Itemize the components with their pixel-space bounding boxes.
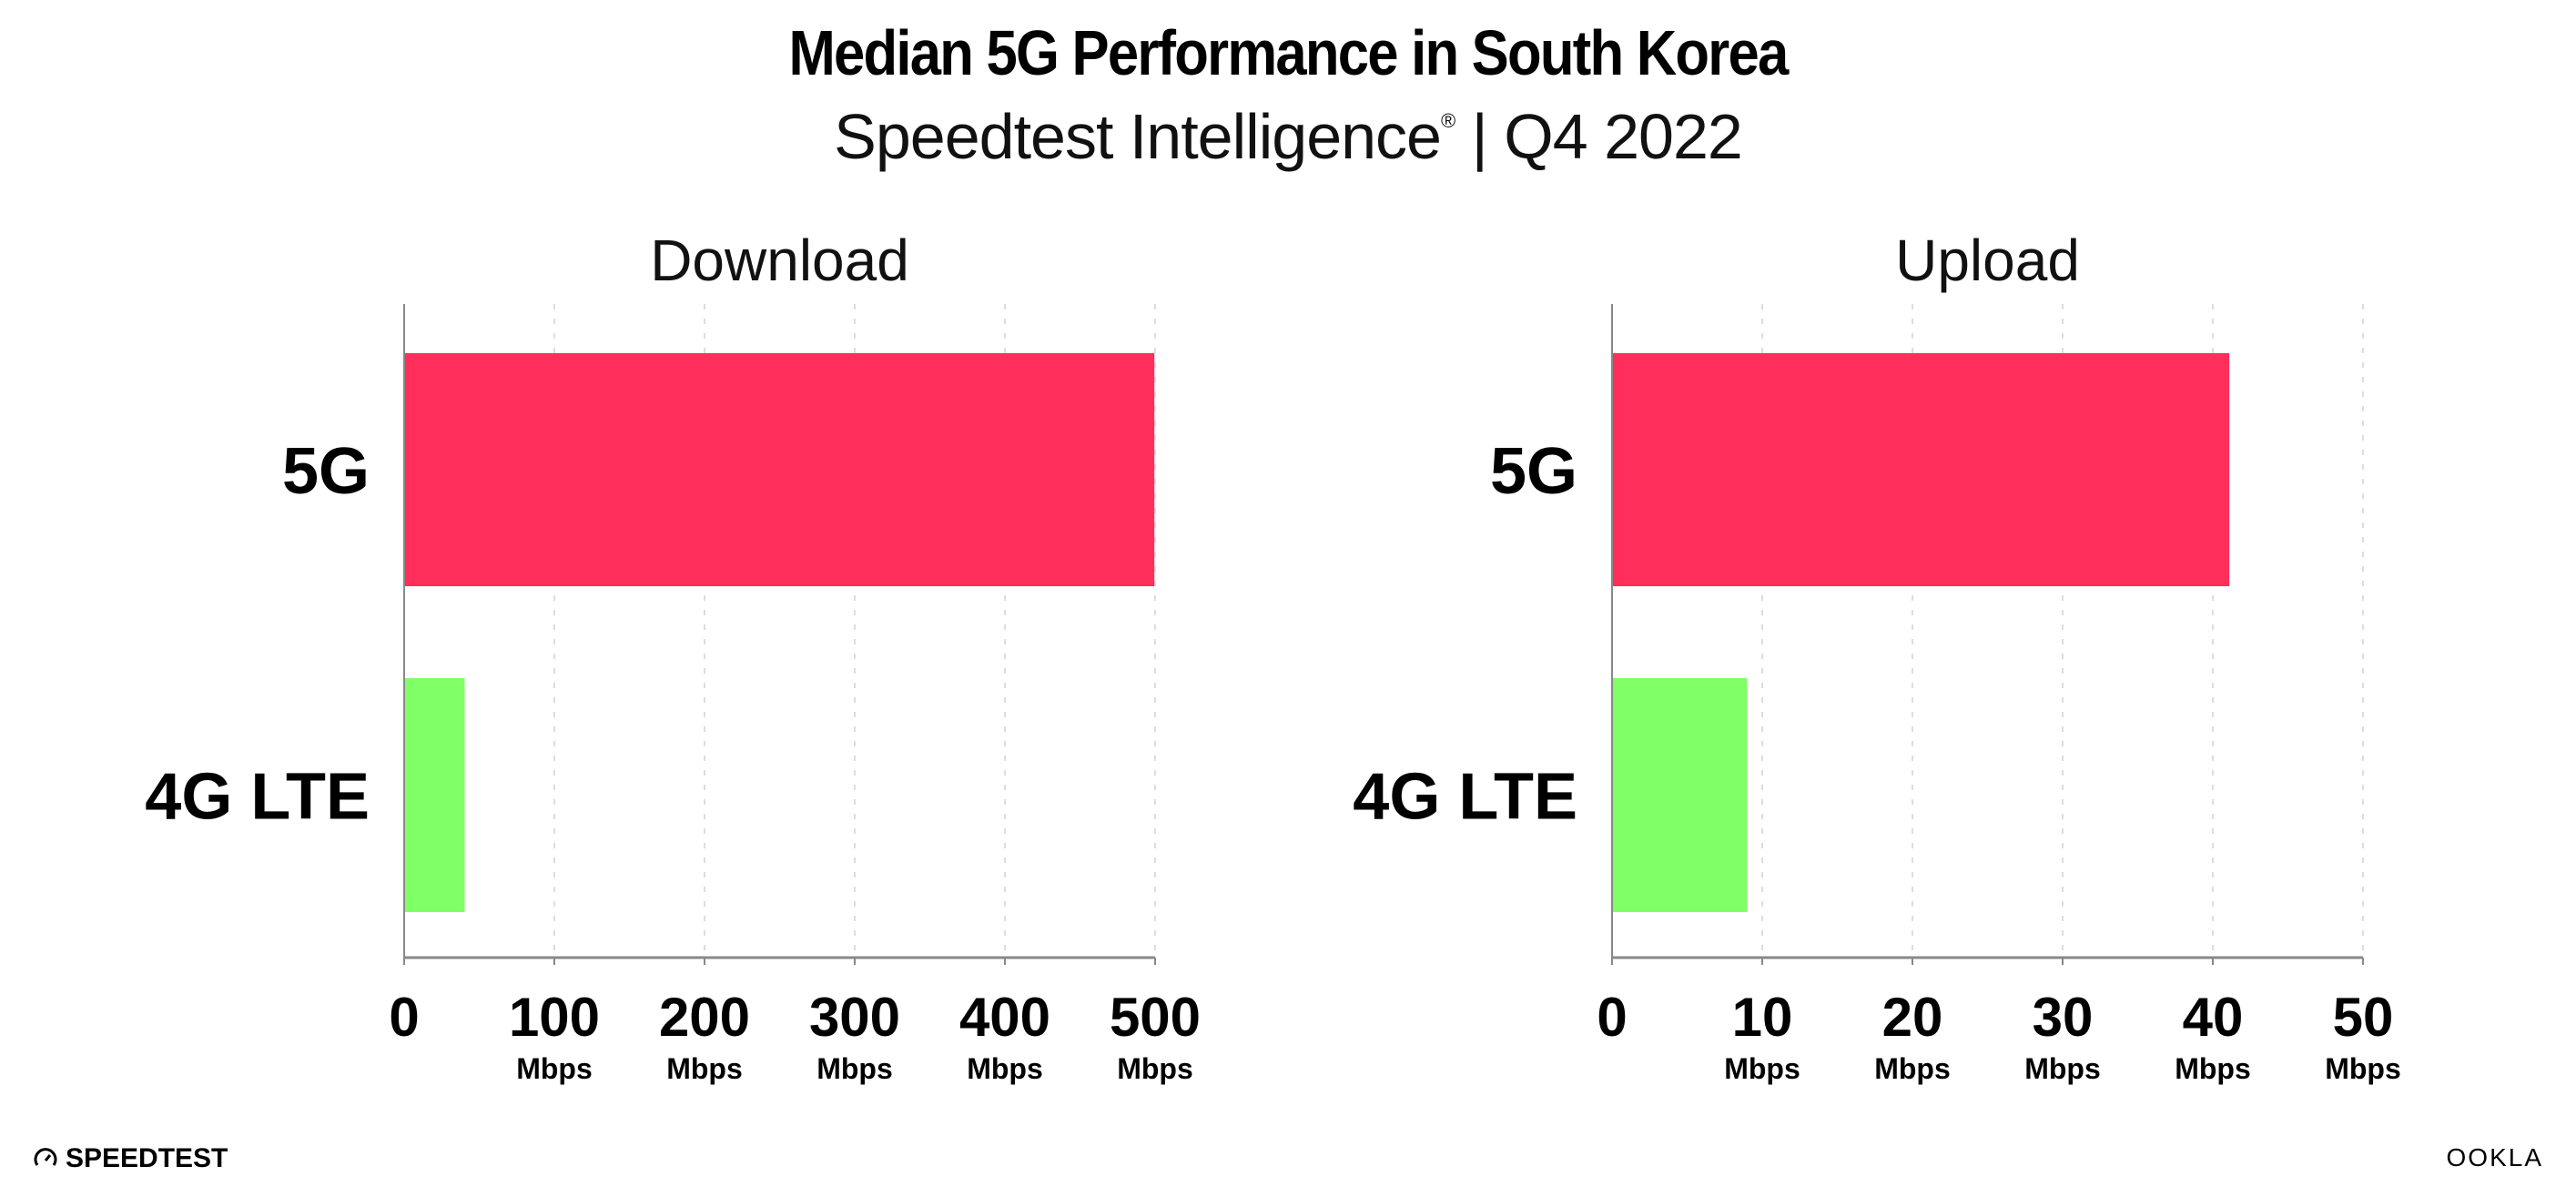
tick-label: 500 [1110, 987, 1201, 1048]
subtitle-source: Speedtest Intelligence [834, 101, 1442, 172]
tick-unit: Mbps [2175, 1052, 2251, 1085]
category-label: 5G [1490, 435, 1577, 508]
speedtest-logo: SPEEDTEST [33, 1143, 228, 1174]
panel-title-download: Download [650, 228, 909, 293]
chart-subtitle: Speedtest Intelligence® | Q4 2022 [0, 100, 2576, 173]
tick-unit: Mbps [1724, 1052, 1800, 1085]
category-label: 5G [282, 435, 370, 508]
category-label: 4G LTE [1353, 761, 1577, 834]
speedtest-logo-text: SPEEDTEST [66, 1143, 228, 1173]
chart-title: Median 5G Performance in South Korea [788, 17, 1789, 88]
tick-unit: Mbps [516, 1052, 593, 1085]
speedometer-icon [34, 1148, 57, 1166]
bar-5g [404, 353, 1155, 586]
tick-unit: Mbps [1874, 1052, 1951, 1085]
bar-4g-lte [404, 678, 465, 912]
subtitle-period: | Q4 2022 [1455, 101, 1743, 172]
tick-label: 0 [389, 987, 419, 1048]
tick-label: 300 [809, 987, 900, 1048]
tick-label: 100 [509, 987, 600, 1048]
bar-4g-lte [1612, 678, 1748, 912]
bar-5g [1612, 353, 2230, 586]
tick-unit: Mbps [666, 1052, 743, 1085]
panel-title-upload: Upload [1895, 228, 2080, 293]
tick-label: 10 [1732, 987, 1793, 1048]
tick-label: 200 [659, 987, 750, 1048]
tick-label: 40 [2183, 987, 2244, 1048]
tick-label: 0 [1597, 987, 1627, 1048]
tick-unit: Mbps [816, 1052, 893, 1085]
tick-unit: Mbps [1117, 1052, 1193, 1085]
tick-label: 30 [2033, 987, 2094, 1048]
ookla-logo: OOKLA [2446, 1143, 2543, 1172]
tick-label: 20 [1882, 987, 1943, 1048]
registered-mark: ® [1440, 109, 1455, 132]
tick-label: 400 [959, 987, 1050, 1048]
tick-unit: Mbps [967, 1052, 1043, 1085]
category-label: 4G LTE [145, 761, 370, 834]
tick-unit: Mbps [2024, 1052, 2101, 1085]
tick-label: 50 [2333, 987, 2394, 1048]
tick-unit: Mbps [2325, 1052, 2401, 1085]
